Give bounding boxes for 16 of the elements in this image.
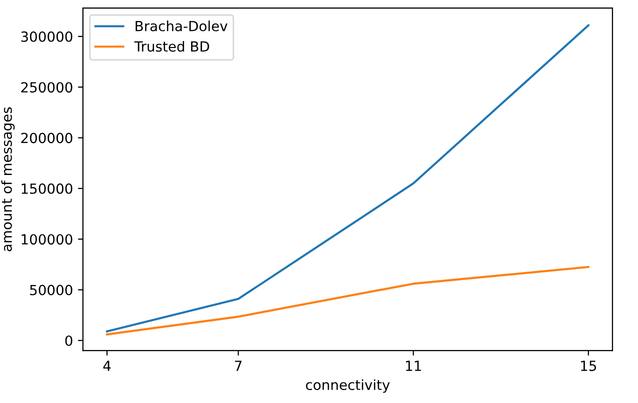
- line-series: [106, 266, 590, 336]
- y-tick-label: 50000: [30, 284, 72, 296]
- x-tick-label: 4: [103, 360, 111, 371]
- x-axis-title: connectivity: [306, 379, 390, 393]
- y-tick-label: 250000: [21, 82, 72, 93]
- y-tick-label: 150000: [22, 183, 72, 194]
- x-tick-label: 11: [406, 360, 421, 371]
- x-tick-label: 15: [581, 360, 596, 372]
- x-tick-label: 7: [235, 360, 242, 371]
- legend-label: Trusted BD: [134, 40, 210, 52]
- y-tick-label: 100000: [22, 234, 72, 245]
- y-tick-label: 200000: [21, 132, 72, 144]
- y-tick-label: 300000: [21, 31, 72, 42]
- y-tick-label: 0: [65, 335, 72, 346]
- legend-label: Bracha-Dolev: [136, 20, 228, 32]
- y-axis-title: amount of messages: [1, 107, 15, 252]
